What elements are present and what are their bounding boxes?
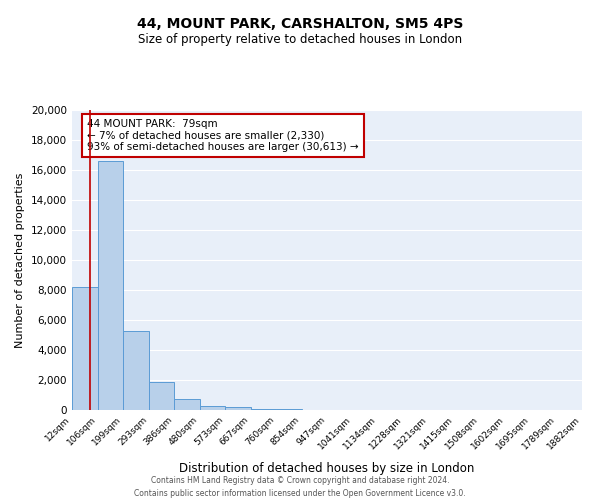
Text: Size of property relative to detached houses in London: Size of property relative to detached ho… <box>138 32 462 46</box>
Text: 44, MOUNT PARK, CARSHALTON, SM5 4PS: 44, MOUNT PARK, CARSHALTON, SM5 4PS <box>137 18 463 32</box>
Bar <box>199 406 225 410</box>
Bar <box>276 409 302 410</box>
Bar <box>174 399 199 410</box>
Text: Contains HM Land Registry data © Crown copyright and database right 2024.
Contai: Contains HM Land Registry data © Crown c… <box>134 476 466 498</box>
Y-axis label: Number of detached properties: Number of detached properties <box>16 172 25 348</box>
Bar <box>72 287 97 410</box>
Text: 44 MOUNT PARK:  79sqm
← 7% of detached houses are smaller (2,330)
93% of semi-de: 44 MOUNT PARK: 79sqm ← 7% of detached ho… <box>88 119 359 152</box>
Bar <box>251 408 276 410</box>
Bar <box>97 161 123 410</box>
Bar <box>123 330 149 410</box>
X-axis label: Distribution of detached houses by size in London: Distribution of detached houses by size … <box>179 462 475 475</box>
Bar <box>225 407 251 410</box>
Bar <box>149 382 174 410</box>
